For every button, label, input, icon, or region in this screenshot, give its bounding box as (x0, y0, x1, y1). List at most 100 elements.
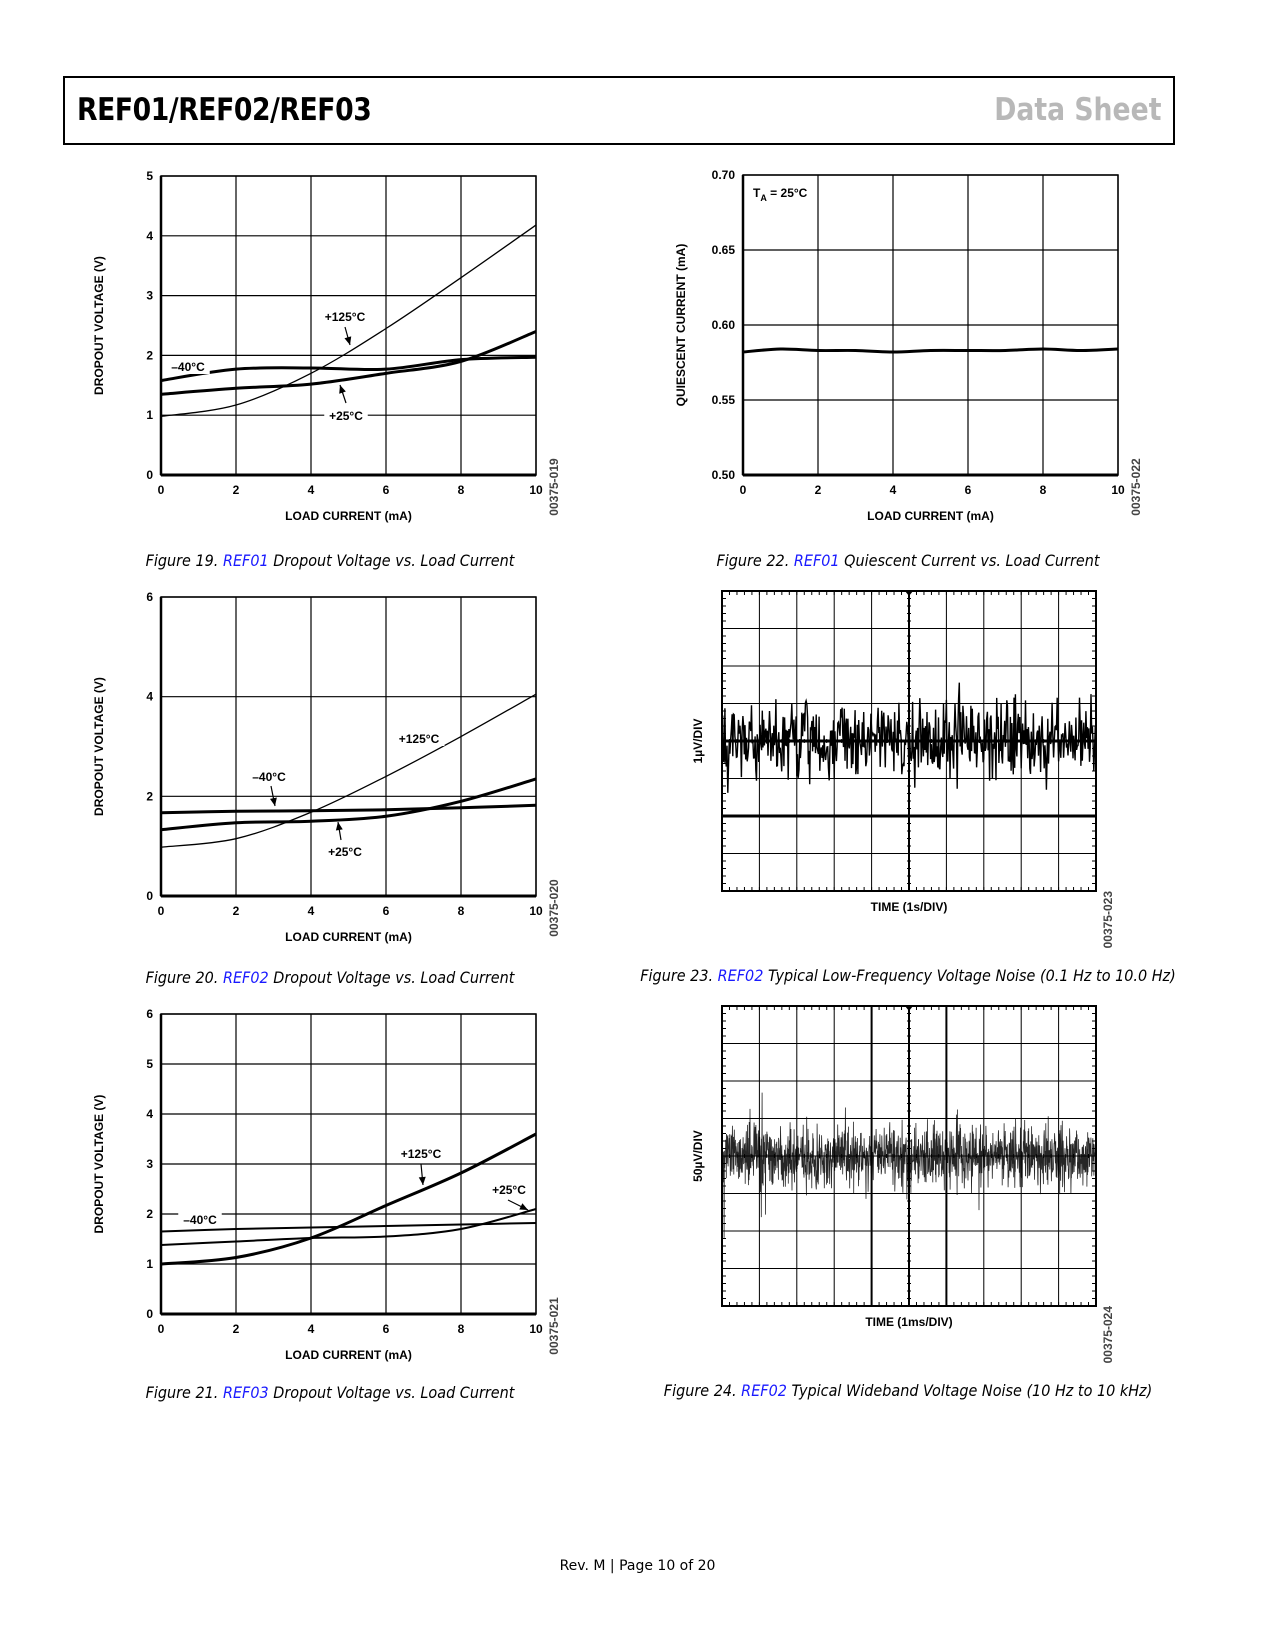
x-tick-label: 6 (383, 483, 390, 497)
caption-text: Dropout Voltage vs. Load Current (268, 968, 515, 987)
x-axis-label: LOAD CURRENT (mA) (285, 509, 412, 523)
x-tick-label: 10 (529, 904, 543, 918)
y-tick-label: 0.70 (712, 168, 736, 182)
trigger-marker-icon (905, 591, 913, 596)
figure-24-caption: Figure 24. REF02 Typical Wideband Voltag… (664, 1381, 1152, 1400)
y-tick-label: 5 (146, 1057, 153, 1071)
fig21-chart: 0 2 4 6 8 10 0 1 2 3 4 5 6 LOAD CURRENT (mA) DROPOUT V… (92, 1007, 561, 1362)
series-label: +125°C (401, 1147, 442, 1161)
x-tick-label: 4 (308, 483, 315, 497)
temperature-annotation: TA = 25°C (753, 186, 808, 203)
fig24-scope: TIME (1ms/DIV) 50µV/DIV 00375-024 (691, 1005, 1115, 1364)
arrowhead-icon (335, 822, 343, 831)
series-line-40C (160, 355, 537, 382)
x-axis-label: LOAD CURRENT (mA) (867, 509, 994, 523)
caption-prefix: Figure 19. (145, 551, 223, 570)
x-tick-label: 0 (740, 483, 747, 497)
series-line-25C (160, 1208, 537, 1246)
series-line-25C (160, 330, 537, 396)
figure-22-caption: Figure 22. REF01 Quiescent Current vs. L… (716, 551, 1099, 570)
label-background (393, 731, 445, 746)
ref02-link[interactable]: REF02 (717, 966, 764, 985)
x-tick-label: 0 (158, 904, 165, 918)
x-tick-label: 6 (383, 904, 390, 918)
label-background (324, 408, 368, 423)
y-axis-label: DROPOUT VOLTAGE (V) (92, 677, 106, 816)
caption-prefix: Figure 21. (145, 1383, 223, 1402)
ref01-link[interactable]: REF01 (793, 551, 840, 570)
x-tick-label: 4 (890, 483, 897, 497)
label-background (487, 1182, 531, 1197)
caption-text: Typical Wideband Voltage Noise (10 Hz to… (786, 1381, 1153, 1400)
trigger-marker-icon (905, 1006, 913, 1011)
x-tick-label: 10 (529, 1322, 543, 1336)
y-tick-label: 3 (146, 289, 153, 303)
document-title: REF01/REF02/REF03 (77, 92, 372, 128)
x-tick-label: 6 (965, 483, 972, 497)
fig23-scope: TIME (1s/DIV) 1µV/DIV 00375-023 (691, 590, 1115, 949)
figure-code: 00375-023 (1101, 891, 1115, 949)
document-type: Data Sheet (993, 92, 1161, 128)
caption-text: Dropout Voltage vs. Load Current (268, 551, 515, 570)
arrowhead-icon (418, 1176, 426, 1185)
x-tick-label: 4 (308, 1322, 315, 1336)
series-line-125C (160, 1132, 537, 1266)
figure-code: 00375-024 (1101, 1306, 1115, 1364)
x-tick-label: 4 (308, 904, 315, 918)
noise-trace (721, 1092, 1097, 1238)
label-background (319, 309, 371, 324)
caption-text: Dropout Voltage vs. Load Current (268, 1383, 515, 1402)
label-background (166, 359, 210, 374)
ref02-link[interactable]: REF02 (222, 968, 269, 987)
series-line-25C (160, 777, 537, 832)
y-axis-label: DROPOUT VOLTAGE (V) (92, 1095, 106, 1234)
series-line-40C (160, 1222, 537, 1233)
series-label: +25°C (328, 845, 362, 859)
y-tick-label: 0 (146, 1307, 153, 1321)
x-tick-label: 8 (458, 904, 465, 918)
series-label: –40°C (171, 360, 205, 374)
series-label: +25°C (329, 409, 363, 423)
page-header: REF01/REF02/REF03 Data Sheet (63, 76, 1175, 145)
y-tick-label: 4 (146, 690, 153, 704)
label-background (395, 1146, 447, 1161)
caption-prefix: Figure 22. (716, 551, 794, 570)
fig20-chart: 0 2 4 6 8 10 0 2 4 6 LOAD CURRENT (mA) DROPOUT VOLT… (92, 590, 561, 944)
ref01-link[interactable]: REF01 (222, 551, 269, 570)
label-background (247, 769, 291, 784)
series-label: +25°C (492, 1183, 526, 1197)
series-label: –40°C (183, 1213, 217, 1227)
x-tick-label: 10 (1111, 483, 1125, 497)
y-tick-label: 2 (146, 789, 153, 803)
series-line-quiescent (742, 347, 1119, 354)
x-tick-label: 8 (1040, 483, 1047, 497)
plot-frame (160, 175, 537, 476)
x-axis-label: LOAD CURRENT (mA) (285, 930, 412, 944)
ref03-link[interactable]: REF03 (222, 1383, 269, 1402)
figure-code: 00375-022 (1129, 458, 1143, 516)
figure-21-caption: Figure 21. REF03 Dropout Voltage vs. Loa… (146, 1383, 515, 1402)
fig19-chart: 0 2 4 6 8 10 0 1 2 3 4 5 LOAD CURRENT (mA) DROPOUT VO… (92, 169, 561, 523)
y-tick-label: 2 (146, 1207, 153, 1221)
y-tick-label: 1 (146, 408, 153, 422)
x-tick-label: 2 (233, 483, 240, 497)
arrowhead-icon (339, 385, 346, 394)
x-tick-label: 6 (383, 1322, 390, 1336)
caption-text: Typical Low-Frequency Voltage Noise (0.1… (763, 966, 1176, 985)
figure-code: 00375-021 (547, 1297, 561, 1355)
ref02-link[interactable]: REF02 (741, 1381, 787, 1400)
x-axis-label: TIME (1ms/DIV) (865, 1315, 952, 1329)
figure-20-caption: Figure 20. REF02 Dropout Voltage vs. Loa… (146, 968, 515, 987)
page-footer: Rev. M | Page 10 of 20 (559, 1558, 716, 1574)
series-line-40C (160, 803, 537, 815)
fig22-chart: 0 2 4 6 8 10 0.50 0.55 0.60 0.65 0.70 LOAD CURRENT … (674, 168, 1143, 523)
caption-text: Quiescent Current vs. Load Current (839, 551, 1100, 570)
x-tick-label: 0 (158, 483, 165, 497)
x-axis-label: TIME (1s/DIV) (871, 900, 948, 914)
figure-23-caption: Figure 23. REF02 Typical Low-Frequency V… (640, 966, 1175, 985)
y-tick-label: 0 (146, 889, 153, 903)
figure-code: 00375-020 (547, 879, 561, 937)
y-tick-label: 3 (146, 1157, 153, 1171)
y-tick-label: 0.60 (712, 318, 736, 332)
